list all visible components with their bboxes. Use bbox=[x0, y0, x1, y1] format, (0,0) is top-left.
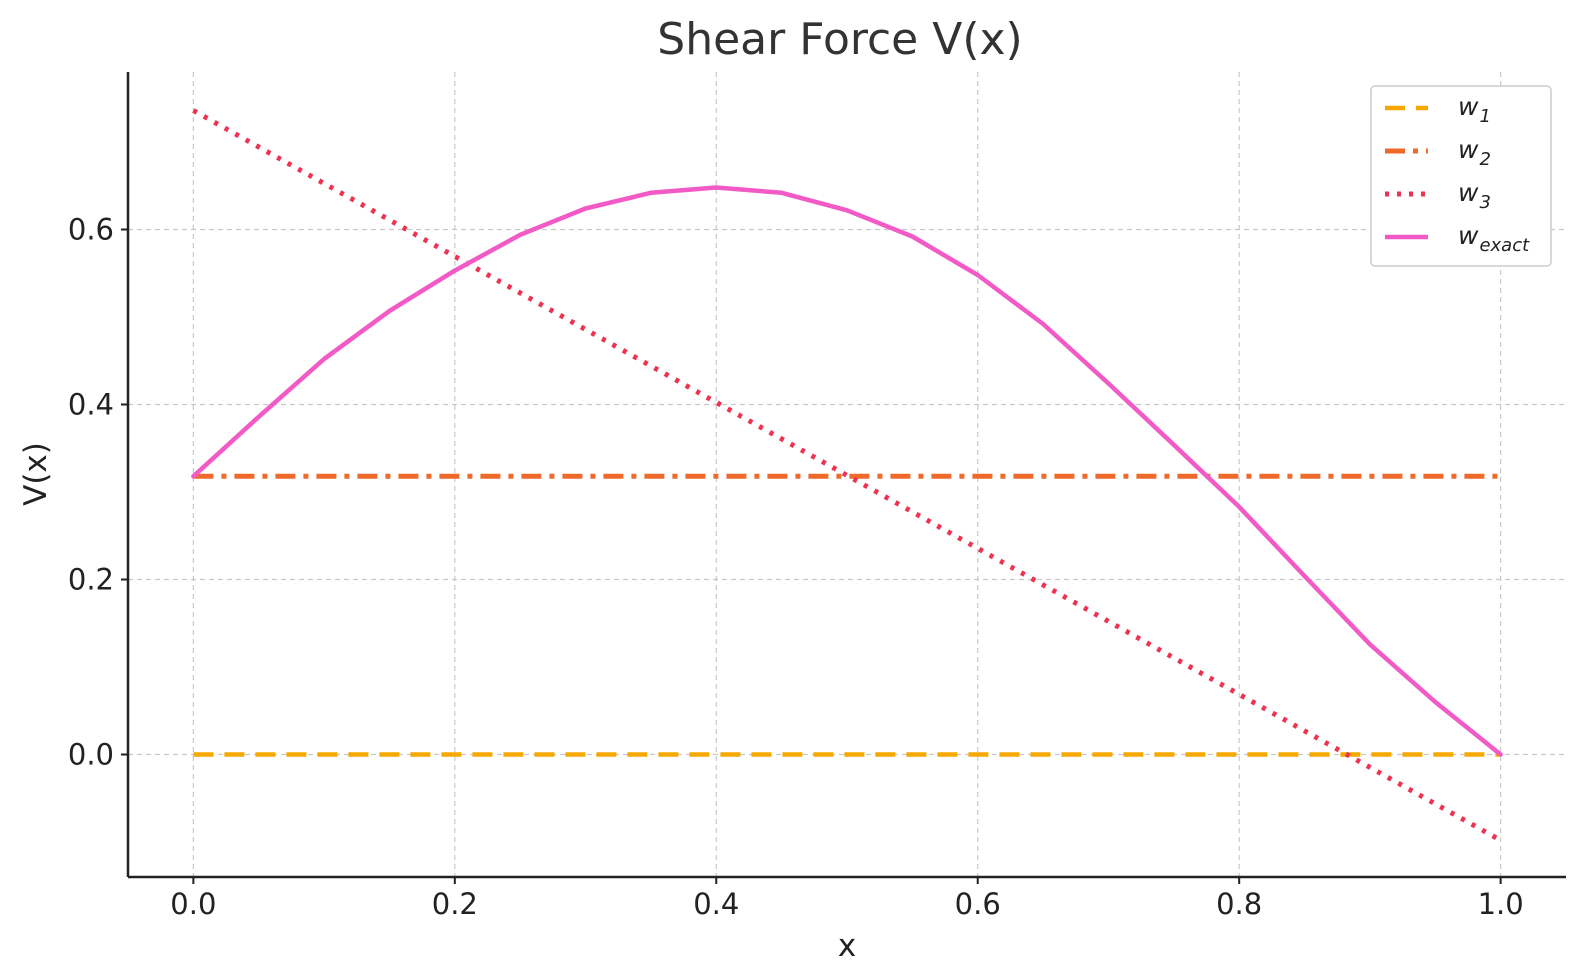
x-tick-label: 0.8 bbox=[1216, 887, 1262, 921]
y-tick-label: 0.4 bbox=[68, 388, 114, 422]
y-axis-label: V(x) bbox=[18, 442, 54, 506]
series-line-wexact bbox=[191, 185, 1503, 757]
tick-labels: 0.0 0.2 0.4 0.6 0.8 1.0 0.0 0.2 0.4 0.6 bbox=[68, 213, 1524, 922]
x-axis-label: x bbox=[838, 928, 856, 964]
chart-title: Shear Force V(x) bbox=[657, 14, 1022, 65]
y-tick-label: 0.6 bbox=[68, 213, 114, 247]
plot-area bbox=[191, 108, 1503, 843]
x-tick-label: 0.4 bbox=[693, 887, 739, 921]
y-tick-label: 0.0 bbox=[68, 738, 114, 772]
x-tick-label: 0.0 bbox=[170, 887, 216, 921]
x-tick-label: 1.0 bbox=[1478, 887, 1524, 921]
y-tick-label: 0.2 bbox=[68, 563, 114, 597]
legend-box bbox=[1370, 85, 1552, 267]
x-tick-label: 0.2 bbox=[432, 887, 478, 921]
x-tick-label: 0.6 bbox=[955, 887, 1001, 921]
axes bbox=[126, 72, 1566, 879]
